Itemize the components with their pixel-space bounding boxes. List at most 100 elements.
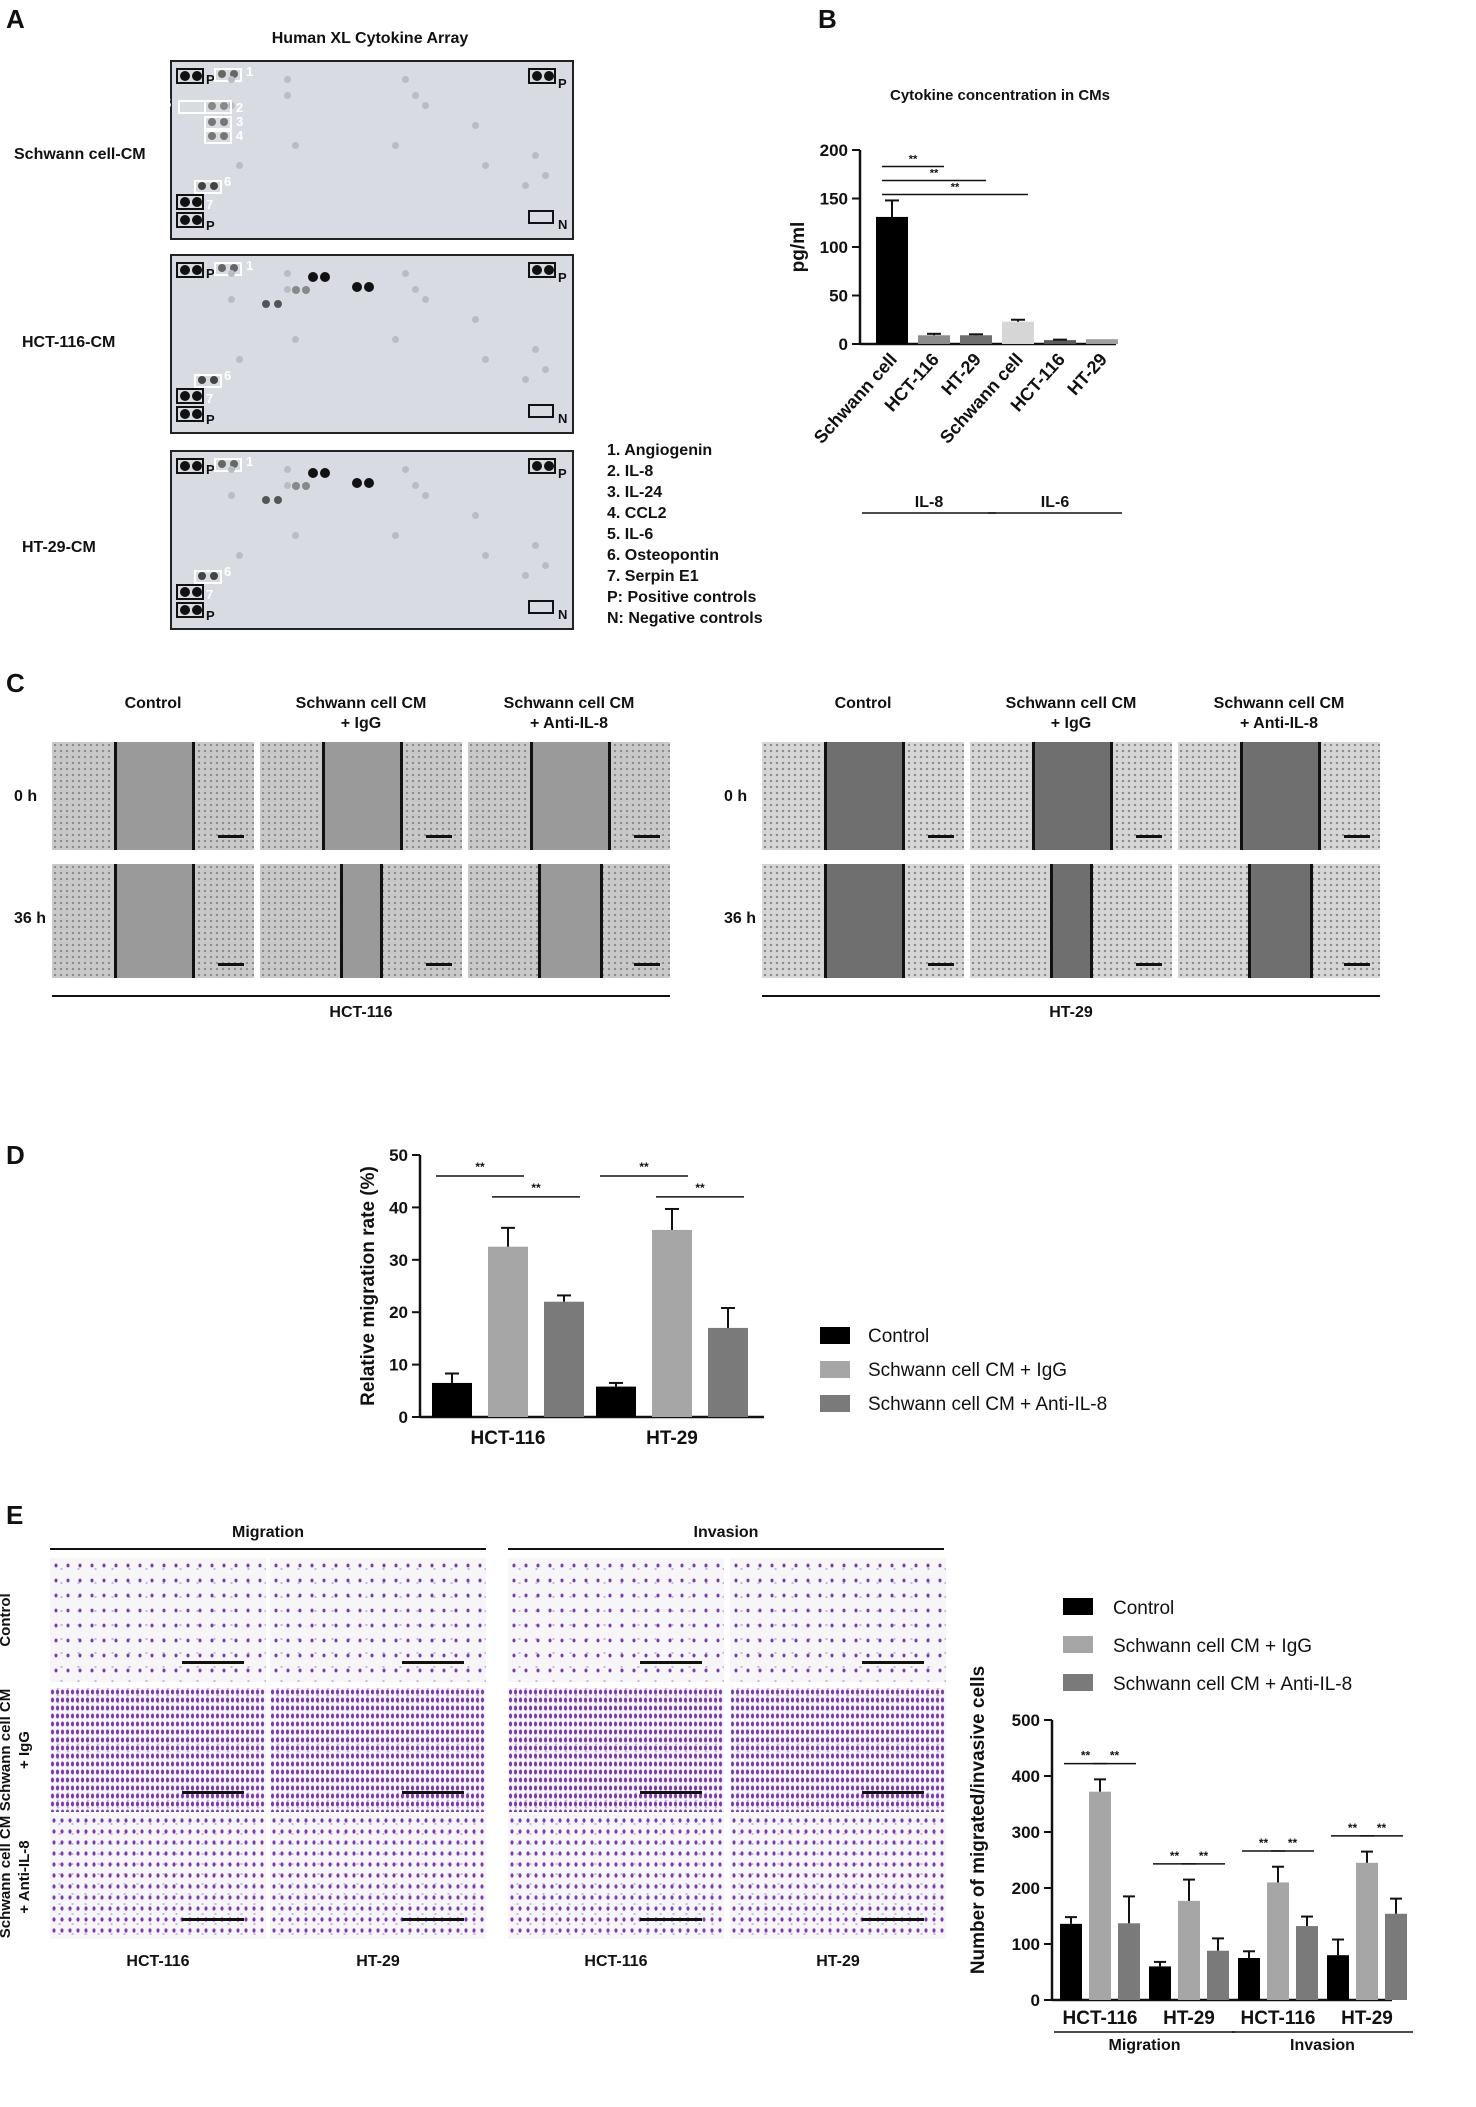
array-spot — [352, 282, 362, 292]
column-header-line: + IgG — [1050, 715, 1092, 732]
array-spot — [544, 71, 554, 81]
micrograph — [260, 864, 462, 978]
y-tick-label: 50 — [389, 1146, 408, 1165]
array-box-label: 4 — [236, 128, 244, 143]
wound-edge-left — [1050, 864, 1053, 978]
bar — [1002, 321, 1034, 344]
y-tick-label: 0 — [399, 1408, 408, 1427]
array-spot — [180, 391, 190, 401]
array-spot — [210, 376, 218, 384]
chart-b: Cytokine concentration in CMs 0 50 100 150 20… — [788, 87, 1122, 514]
bar — [918, 335, 950, 344]
row-label: Schwann cell CM + IgG — [0, 1688, 40, 1812]
y-tick-label: 0 — [839, 335, 848, 354]
array-spot — [220, 118, 228, 126]
scale-bar — [1136, 835, 1162, 838]
array-spot — [308, 272, 318, 282]
group-label: IL-6 — [1041, 494, 1070, 511]
array-spot — [236, 552, 243, 559]
chart-e: Control Schwann cell CM + IgG Schwann cell… — [968, 1598, 1413, 2054]
group-label: HCT-116 — [329, 1004, 393, 1021]
y-tick-label: 200 — [1012, 1879, 1040, 1898]
row-label: Control — [0, 1558, 40, 1682]
array-spot — [228, 76, 235, 83]
bar — [1207, 1950, 1229, 2000]
transwell-images: Migration Invasion HCT-116 HT-29 HCT-116 HT-2… — [0, 1510, 960, 2107]
array-box-label: 1 — [246, 258, 254, 273]
array-spot — [292, 286, 300, 294]
array-box — [176, 458, 204, 474]
array-box-label: P — [558, 466, 567, 481]
wound-edge-left — [1032, 742, 1035, 850]
legend-label: Schwann cell CM + Anti-IL-8 — [1113, 1674, 1352, 1695]
column-header-line: + IgG — [340, 715, 382, 732]
array-spot — [392, 532, 399, 539]
y-tick-label: 20 — [389, 1303, 408, 1322]
array-box — [176, 602, 204, 618]
micrograph — [730, 1815, 946, 1939]
array-spot — [522, 182, 529, 189]
array-box — [528, 68, 556, 84]
scale-bar — [640, 1918, 702, 1921]
column-header-line: Control — [834, 695, 892, 712]
array-row-label-ht29: HT-29-CM — [22, 539, 96, 556]
array-box — [194, 180, 222, 194]
array-spot — [482, 356, 489, 363]
x-tick-label: HCT-116 — [1063, 2008, 1138, 2029]
x-tick-label: HT-29 — [646, 1428, 698, 1449]
array-spot — [292, 532, 299, 539]
wound-gap — [340, 864, 380, 978]
wound-gap — [530, 742, 608, 850]
array-spot — [320, 272, 330, 282]
bar — [1356, 1862, 1378, 2000]
group-label: HT-29 — [1049, 1004, 1093, 1021]
panel-letter-a: A — [6, 4, 25, 34]
y-tick-label: 200 — [820, 141, 848, 160]
array-box-label: 1 — [246, 64, 254, 79]
significance-label: ** — [531, 1181, 541, 1195]
x-tick-label: HT-29 — [1341, 2008, 1393, 2029]
array-spot — [192, 461, 202, 471]
bar — [544, 1301, 584, 1417]
y-tick-label: 0 — [1031, 1991, 1040, 2010]
legend-item: 6. Osteopontin — [607, 547, 719, 564]
row-label-line: Schwann cell CM — [0, 1688, 14, 1812]
array-box-label: 1 — [246, 454, 254, 469]
column-label: HCT-116 — [584, 1953, 648, 1970]
y-axis-label: Relative migration rate (%) — [358, 1166, 379, 1406]
array-spot — [412, 92, 419, 99]
array-spot — [180, 409, 190, 419]
bar — [1267, 1882, 1289, 2000]
group-label: IL-8 — [915, 494, 944, 511]
array-spot — [180, 461, 190, 471]
array-spot — [180, 265, 190, 275]
bar — [1385, 1913, 1407, 2000]
array-spot — [544, 265, 554, 275]
wound-edge-left — [824, 864, 827, 978]
legend-item: 7. Serpin E1 — [607, 568, 699, 585]
micrograph — [762, 742, 964, 850]
wound-edge-right — [192, 864, 195, 978]
micrograph — [52, 742, 254, 850]
array-spot — [274, 300, 282, 308]
array-spot — [392, 142, 399, 149]
y-axis-label: pg/ml — [788, 222, 809, 273]
array-box-label: 7 — [206, 197, 214, 212]
panel-letter-b: B — [818, 4, 837, 34]
array-spot — [230, 264, 238, 272]
array-spot — [422, 492, 429, 499]
array-spot — [544, 461, 554, 471]
bar — [1086, 339, 1118, 344]
array-spot — [262, 496, 270, 504]
scale-bar — [426, 835, 452, 838]
micrograph — [508, 1558, 724, 1682]
bar — [596, 1386, 636, 1417]
scale-bar — [218, 835, 244, 838]
wound-edge-right — [380, 864, 383, 978]
bar — [1044, 340, 1076, 344]
bar — [652, 1229, 692, 1417]
bar — [876, 216, 908, 344]
